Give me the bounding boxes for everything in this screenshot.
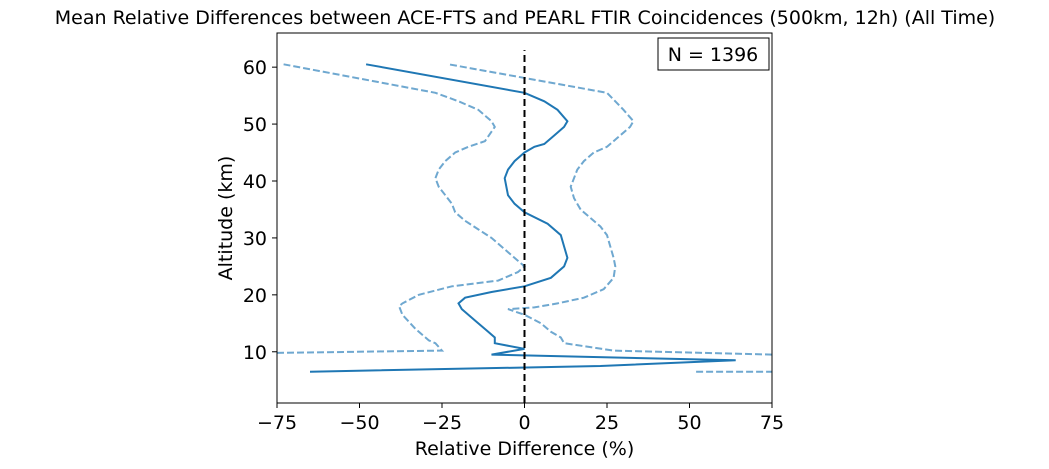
series-line-bound-3	[448, 63, 772, 356]
x-axis-label: Relative Difference (%)	[415, 438, 635, 460]
y-tick-label: 10	[243, 342, 267, 364]
n-annotation: N = 1396	[657, 37, 770, 71]
x-tick-label: 25	[595, 412, 619, 434]
x-tick-label: 50	[677, 412, 701, 434]
plot-frame	[276, 32, 773, 404]
n-annotation-box	[657, 37, 770, 71]
y-tick-label: 30	[243, 228, 267, 250]
x-tick-label: −25	[422, 412, 462, 434]
y-tick-label: 60	[243, 57, 267, 79]
x-tick-label: 0	[518, 412, 530, 434]
y-axis-label: Altitude (km)	[215, 156, 237, 281]
n-annotation-text: N = 1396	[668, 44, 759, 66]
series-line-bound-1	[277, 63, 527, 354]
y-tick-label: 40	[243, 171, 267, 193]
chart-title: Mean Relative Differences between ACE-FT…	[55, 7, 995, 29]
x-tick-label: −75	[257, 412, 297, 434]
x-tick-label: −50	[339, 412, 379, 434]
series-line-mean	[309, 63, 736, 373]
y-tick-label: 20	[243, 285, 267, 307]
y-tick-label: 50	[243, 114, 267, 136]
x-tick-label: 75	[760, 412, 784, 434]
